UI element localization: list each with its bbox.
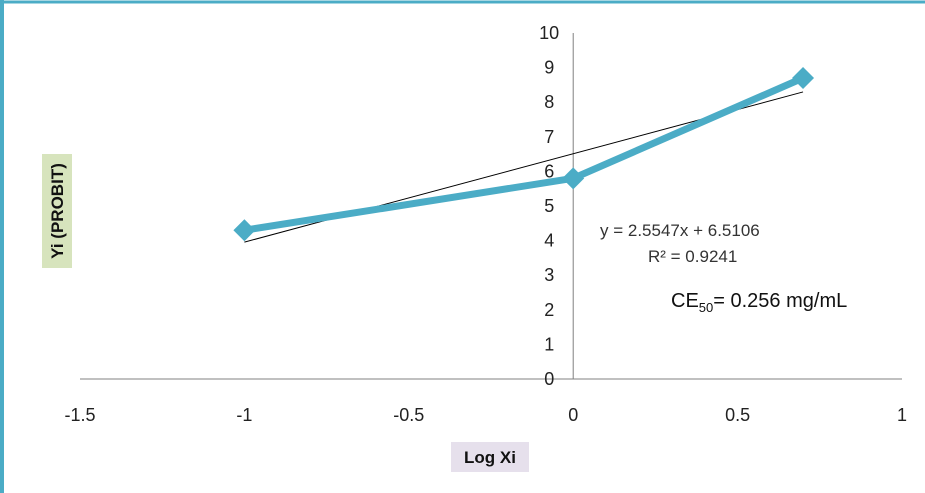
y-axis-title-background [42, 154, 72, 268]
y-tick-label: 9 [544, 58, 554, 78]
y-axis-title-group: Yi (PROBIT) [42, 154, 72, 268]
y-tick-label: 7 [544, 127, 554, 147]
y-tick-label: 0 [544, 369, 554, 389]
y-tick-label: 3 [544, 265, 554, 285]
y-tick-label: 10 [539, 23, 559, 43]
trendline-equation: y = 2.5547x + 6.5106 [600, 221, 760, 240]
ce50-main: CE [671, 290, 699, 312]
x-tick-label: 0.5 [725, 405, 750, 425]
y-tick-labels: 0 1 2 3 4 5 6 7 8 9 10 [539, 23, 559, 389]
x-tick-label: -1.5 [64, 405, 95, 425]
data-point-diamond [562, 167, 585, 190]
data-point-diamond [233, 219, 256, 242]
y-tick-label: 5 [544, 196, 554, 216]
y-tick-label: 4 [544, 231, 554, 251]
x-axis-title-background [451, 442, 529, 472]
y-tick-label: 6 [544, 161, 554, 181]
x-tick-label: -1 [236, 405, 252, 425]
data-point-diamond [792, 66, 815, 89]
series-line [243, 74, 805, 234]
y-tick-label: 1 [544, 334, 554, 354]
x-tick-labels: -1.5 -1 -0.5 0 0.5 1 [64, 405, 907, 425]
ce50-subscript: 50 [699, 300, 713, 315]
series-points [233, 66, 815, 242]
ce50-value: = 0.256 mg/mL [713, 290, 847, 312]
r-squared-label: R² = 0.9241 [648, 247, 737, 266]
x-tick-label: 0 [568, 405, 578, 425]
x-tick-label: 1 [897, 405, 907, 425]
y-axis-title: Yi (PROBIT) [48, 163, 67, 259]
ce50-annotation: CE50= 0.256 mg/mL [671, 290, 847, 315]
x-tick-label: -0.5 [393, 405, 424, 425]
x-axis-title: Log Xi [464, 448, 516, 467]
y-tick-label: 2 [544, 300, 554, 320]
y-tick-label: 8 [544, 92, 554, 112]
